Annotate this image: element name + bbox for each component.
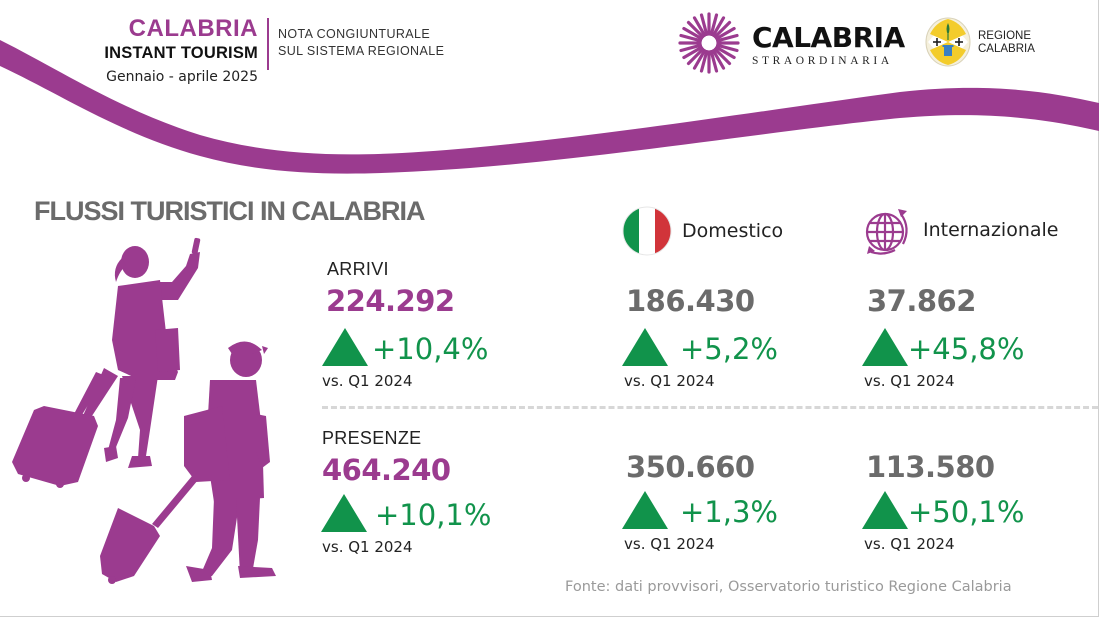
- report-period: Gennaio - aprile 2025: [106, 69, 258, 85]
- note-line-1: NOTA CONGIUNTURALE: [278, 27, 431, 41]
- presenze-domestic-change: +1,3%: [622, 491, 778, 529]
- arrivi-international-comparison: vs. Q1 2024: [864, 372, 955, 390]
- brand-block: CALABRIA INSTANT TOURISM Gennaio - april…: [86, 16, 258, 88]
- column-label-domestic: Domestico: [682, 220, 784, 242]
- presenze-international-change: +50,1%: [862, 491, 1024, 529]
- up-triangle-icon: [321, 494, 367, 532]
- metric-label-presenze: PRESENZE: [322, 428, 422, 448]
- brand-divider: [267, 18, 269, 70]
- regional-crest-icon: [925, 17, 971, 67]
- up-triangle-icon: [862, 328, 908, 366]
- source-note: Fonte: dati provvisori, Osservatorio tur…: [565, 579, 1012, 595]
- arrivi-total-change: +10,4%: [322, 328, 488, 366]
- region-line-2: CALABRIA: [978, 43, 1035, 55]
- column-header-domestic: Domestico: [622, 206, 783, 256]
- change-percent: +5,2%: [680, 332, 778, 366]
- row-divider: [322, 406, 1098, 409]
- presenze-total-comparison: vs. Q1 2024: [322, 538, 413, 556]
- presenze-total-change: +10,1%: [321, 494, 491, 532]
- section-title: FLUSSI TURISTICI IN CALABRIA: [34, 196, 425, 226]
- regione-calabria-label: REGIONE CALABRIA: [978, 30, 1035, 56]
- travelers-silhouette-illustration: [12, 237, 276, 584]
- brand-note: NOTA CONGIUNTURALE SUL SISTEMA REGIONALE: [278, 26, 444, 60]
- logo-title: CALABRIA: [752, 21, 905, 54]
- arrivi-international-value: 37.862: [867, 284, 976, 318]
- up-triangle-icon: [322, 328, 368, 366]
- note-line-2: SUL SISTEMA REGIONALE: [278, 44, 445, 58]
- change-percent: +50,1%: [908, 495, 1025, 529]
- italy-flag-icon: [622, 206, 672, 256]
- arrivi-international-change: +45,8%: [862, 328, 1024, 366]
- sun-logo-icon: [678, 12, 740, 74]
- up-triangle-icon: [622, 328, 668, 366]
- brand-subtitle: INSTANT TOURISM: [104, 44, 258, 62]
- arrivi-total-value: 224.292: [326, 284, 455, 318]
- arrivi-total-comparison: vs. Q1 2024: [322, 372, 413, 390]
- change-percent: +10,4%: [372, 332, 489, 366]
- change-percent: +1,3%: [680, 495, 778, 529]
- calabria-straordinaria-logo: CALABRIA STRAORDINARIA: [752, 21, 905, 68]
- region-line-1: REGIONE: [978, 30, 1032, 42]
- presenze-international-comparison: vs. Q1 2024: [864, 535, 955, 553]
- presenze-domestic-value: 350.660: [626, 450, 755, 484]
- brand-title: CALABRIA: [128, 15, 258, 42]
- up-triangle-icon: [622, 491, 668, 529]
- change-percent: +45,8%: [908, 332, 1025, 366]
- purple-wave-decoration: [0, 40, 1099, 174]
- presenze-international-value: 113.580: [866, 450, 995, 484]
- up-triangle-icon: [862, 491, 908, 529]
- metric-label-arrivi: ARRIVI: [327, 259, 389, 279]
- change-percent: +10,1%: [375, 498, 492, 532]
- column-header-international: Internazionale: [861, 204, 1058, 256]
- arrivi-domestic-value: 186.430: [626, 284, 755, 318]
- arrivi-domestic-change: +5,2%: [622, 328, 778, 366]
- arrivi-domestic-comparison: vs. Q1 2024: [624, 372, 715, 390]
- presenze-domestic-comparison: vs. Q1 2024: [624, 535, 715, 553]
- column-label-international: Internazionale: [923, 219, 1059, 241]
- globe-icon: [865, 209, 908, 255]
- logo-subtitle: STRAORDINARIA: [752, 55, 893, 67]
- presenze-total-value: 464.240: [322, 453, 451, 487]
